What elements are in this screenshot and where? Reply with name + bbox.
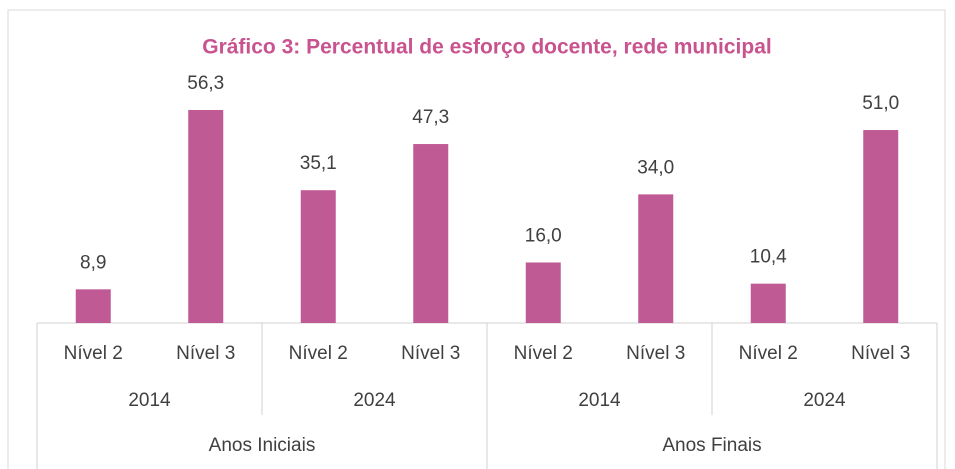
- data-label: 16,0: [525, 225, 562, 246]
- x-tick-label: Nível 3: [401, 343, 460, 364]
- group-label: 2014: [578, 390, 621, 411]
- group-label: 2024: [353, 390, 396, 411]
- data-label: 56,3: [187, 73, 224, 94]
- x-tick-label: Nível 3: [176, 343, 235, 364]
- bar: [300, 190, 336, 323]
- data-label: 51,0: [862, 93, 899, 114]
- bar: [863, 130, 899, 323]
- bar: [188, 110, 224, 323]
- group-label: 2024: [803, 390, 846, 411]
- outer-group-label: Anos Finais: [662, 435, 761, 456]
- bar: [525, 262, 561, 323]
- bar: [75, 289, 111, 323]
- chart-title: Gráfico 3: Percentual de esforço docente…: [202, 36, 772, 59]
- bar: [413, 144, 449, 323]
- bar: [638, 194, 674, 323]
- x-tick-label: Nível 2: [64, 343, 123, 364]
- chart-border: [7, 9, 946, 469]
- x-tick-label: Nível 2: [739, 343, 798, 364]
- data-label: 8,9: [80, 252, 106, 273]
- outer-group-label: Anos Iniciais: [209, 435, 316, 456]
- data-label: 34,0: [637, 157, 674, 178]
- x-tick-label: Nível 3: [626, 343, 685, 364]
- x-tick-label: Nível 2: [514, 343, 573, 364]
- data-label: 10,4: [750, 247, 787, 268]
- x-tick-label: Nível 3: [851, 343, 910, 364]
- x-tick-label: Nível 2: [289, 343, 348, 364]
- data-label: 35,1: [300, 153, 337, 174]
- data-label: 47,3: [412, 107, 449, 128]
- bar: [750, 283, 786, 323]
- group-label: 2014: [128, 390, 171, 411]
